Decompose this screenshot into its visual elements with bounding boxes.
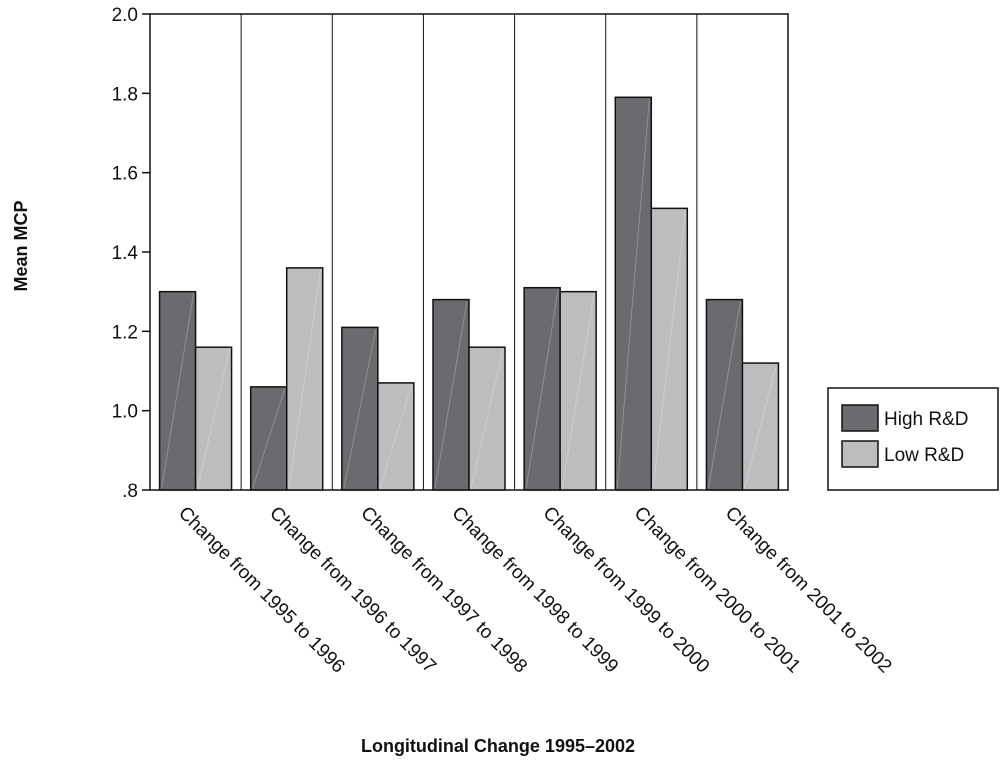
bar-low-rd: [194, 346, 233, 491]
bar-highlight: [561, 293, 595, 489]
bar-highlight: [197, 349, 231, 489]
y-tick-label: 1.4: [112, 243, 139, 264]
y-axis: .8 1.0 1.2 1.4 1.6 1.8 2.0: [112, 5, 150, 502]
y-tick-label: .8: [122, 481, 138, 502]
x-tick-label: Change from 2000 to 2001: [630, 503, 805, 678]
bar-low-rd: [285, 267, 324, 491]
x-tick-label: Change from 2001 to 2002: [721, 503, 896, 678]
bar-highlight: [707, 301, 741, 489]
x-tick-label: Change from 1996 to 1997: [265, 503, 440, 678]
bar-high-rd: [341, 326, 379, 491]
bar-low-rd: [650, 207, 689, 491]
y-axis-title: Mean MCP: [11, 200, 31, 291]
x-tick-label: Change from 1997 to 1998: [356, 503, 531, 678]
legend-box: [827, 387, 999, 491]
x-tick-label: Change from 1999 to 2000: [539, 503, 714, 678]
bar-high-rd: [705, 298, 744, 491]
bar-low-rd: [377, 382, 415, 491]
bar-high-rd: [158, 290, 197, 491]
legend-swatch: [841, 404, 879, 432]
bar-low-rd: [468, 346, 506, 491]
bar-high-rd: [523, 286, 561, 491]
x-tick-label: Change from 1998 to 1999: [447, 503, 622, 678]
bar-highlight: [252, 388, 286, 489]
bar-high-rd: [432, 298, 470, 491]
x-tick-label: Change from 1995 to 1996: [174, 503, 349, 678]
y-tick-label: 1.6: [112, 164, 138, 185]
y-tick-label: 1.8: [112, 84, 138, 105]
bar-highlight: [743, 364, 777, 489]
legend-swatch: [841, 440, 879, 468]
plot-area: [149, 13, 789, 491]
bar-highlight: [652, 210, 686, 489]
legend: High R&D Low R&D: [827, 387, 999, 491]
bar-highlight: [161, 293, 195, 489]
legend-label: High R&D: [884, 409, 968, 430]
legend-label: Low R&D: [884, 445, 964, 466]
x-axis-title: Longitudinal Change 1995–2002: [361, 736, 635, 756]
bar-highlight: [288, 269, 322, 489]
y-tick-label: 1.0: [112, 402, 138, 423]
y-tick-label: 2.0: [112, 5, 138, 26]
y-tick-label: 1.2: [112, 322, 138, 343]
bar-highlight: [343, 329, 377, 489]
bar-low-rd: [559, 290, 597, 491]
bar-highlight: [616, 99, 650, 489]
bar-highlight: [470, 349, 504, 489]
bar-highlight: [525, 289, 559, 489]
bar-highlight: [379, 384, 413, 489]
bar-highlight: [434, 301, 468, 489]
bar-low-rd: [741, 362, 780, 491]
